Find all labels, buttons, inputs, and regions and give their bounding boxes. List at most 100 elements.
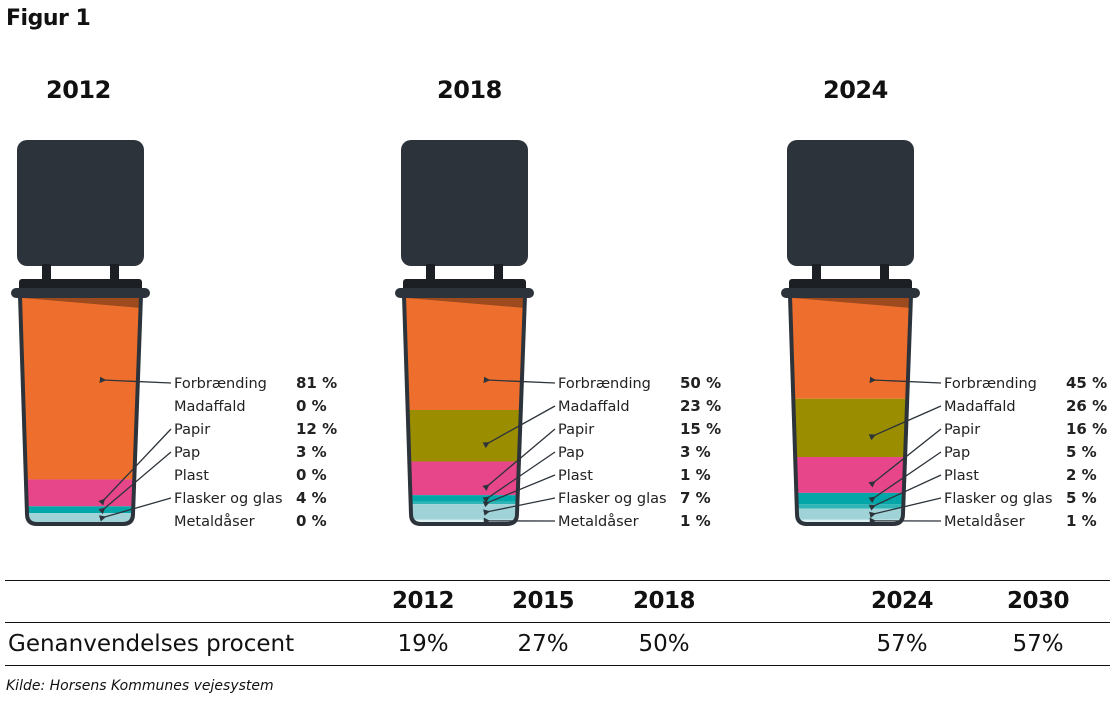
legend-value: 5 % (1066, 443, 1097, 461)
legend-value: 7 % (680, 489, 711, 507)
legend-label: Madaffald (944, 399, 1016, 415)
table-value-2030: 57% (1012, 631, 1064, 657)
legend-value: 12 % (296, 420, 337, 438)
bin-title-2018: 2018 (437, 76, 502, 104)
leader-line (483, 376, 556, 384)
segment-plast (404, 501, 525, 505)
bin-2012 (11, 140, 150, 526)
table-mid-rule (5, 622, 1110, 623)
legend-value: 4 % (296, 489, 327, 507)
legend-label: Plast (558, 468, 593, 484)
bin-lid-icon (401, 140, 528, 266)
legend-label: Pap (558, 445, 584, 461)
segment-forbrænding (790, 296, 911, 399)
legend-label: Metaldåser (174, 513, 255, 530)
leader-line (482, 474, 556, 508)
legend-label: Pap (174, 445, 200, 461)
legend-value: 16 % (1066, 420, 1107, 438)
bin-contents (404, 296, 525, 522)
legend-label: Flasker og glas (174, 491, 283, 507)
segment-forbrænding (404, 296, 525, 410)
segment-flasker-og-glas (20, 513, 141, 522)
legend-value: 0 % (296, 397, 327, 415)
bin-outline (402, 295, 527, 526)
bin-rim (395, 288, 534, 298)
segment-forbrænding (20, 296, 141, 480)
leader-line (99, 376, 172, 384)
bin-2024 (781, 140, 920, 526)
leader-line (869, 497, 942, 519)
bin-rim (781, 288, 920, 298)
table-top-rule (5, 580, 1110, 581)
legend-value: 2 % (1066, 466, 1097, 484)
segment-flasker-og-glas (404, 504, 525, 520)
leader-line (98, 428, 172, 506)
legend-label: Forbrænding (944, 376, 1037, 392)
segment-plast (790, 504, 911, 509)
bin-hinge-right (880, 264, 889, 282)
legend-value: 1 % (1066, 512, 1097, 530)
legend-label: Metaldåser (944, 513, 1025, 530)
legend-value: 23 % (680, 397, 721, 415)
leader-line (869, 376, 942, 384)
leader-line (98, 451, 172, 515)
legend-value: 1 % (680, 512, 711, 530)
figure-title: Figur 1 (6, 6, 91, 31)
legend-value: 0 % (296, 466, 327, 484)
leader-line (868, 428, 942, 488)
legend-label: Flasker og glas (944, 491, 1053, 507)
leader-line (868, 474, 942, 511)
segment-papir (404, 461, 525, 496)
legend-label: Plast (944, 468, 979, 484)
legend-value: 0 % (296, 512, 327, 530)
leader-line (482, 428, 556, 491)
legend-value: 5 % (1066, 489, 1097, 507)
segment-papir (20, 479, 141, 507)
source-note: Kilde: Horsens Kommunes vejesystem (6, 678, 274, 694)
table-year-2018: 2018 (632, 588, 696, 614)
bin-lid-icon (787, 140, 914, 266)
table-year-2015: 2015 (511, 588, 575, 614)
bin-rim (11, 288, 150, 298)
bin-outline (788, 295, 913, 526)
bin-hinge-left (426, 264, 435, 282)
segment-madaffald (404, 410, 525, 462)
legend-label: Madaffald (558, 399, 630, 415)
segment-pap (20, 506, 141, 514)
legend-value: 26 % (1066, 397, 1107, 415)
waste-bins-chart: Forbrænding 81 % Madaffald 0 % Papir 12 % Pap 3… (11, 140, 1107, 530)
bin-lid-icon (17, 140, 144, 266)
legend-label: Pap (944, 445, 970, 461)
legend-value: 50 % (680, 374, 721, 392)
leader-line (868, 405, 942, 441)
legend-value: 15 % (680, 420, 721, 438)
legend-value: 3 % (296, 443, 327, 461)
legend-value: 3 % (680, 443, 711, 461)
table-value-2012: 19% (397, 631, 449, 657)
segment-flasker-og-glas (790, 508, 911, 520)
bin-hinge-right (494, 264, 503, 282)
segment-pap (404, 495, 525, 502)
table-value-2024: 57% (876, 631, 928, 657)
table-value-2015: 27% (517, 631, 569, 657)
legend-label: Forbrænding (174, 376, 267, 392)
segment-pap (790, 492, 911, 505)
legend-label: Papir (558, 422, 594, 438)
legend-label: Plast (174, 468, 209, 484)
legend-label: Papir (944, 422, 980, 438)
leader-line (868, 451, 942, 503)
bin-hinge-left (42, 264, 51, 282)
bin-2018 (395, 140, 534, 526)
bin-title-2012: 2012 (46, 76, 111, 104)
table-row-label: Genanvendelses procent (8, 631, 295, 657)
table-year-2012: 2012 (391, 588, 455, 614)
legend-label: Flasker og glas (558, 491, 667, 507)
legend-value: 45 % (1066, 374, 1107, 392)
legend-label: Forbrænding (558, 376, 651, 392)
legend-value: 1 % (680, 466, 711, 484)
legend-value: 81 % (296, 374, 337, 392)
leader-line (483, 497, 556, 516)
leader-line (98, 497, 172, 522)
segment-metaldåser (790, 519, 911, 522)
bin-outline (18, 295, 143, 526)
